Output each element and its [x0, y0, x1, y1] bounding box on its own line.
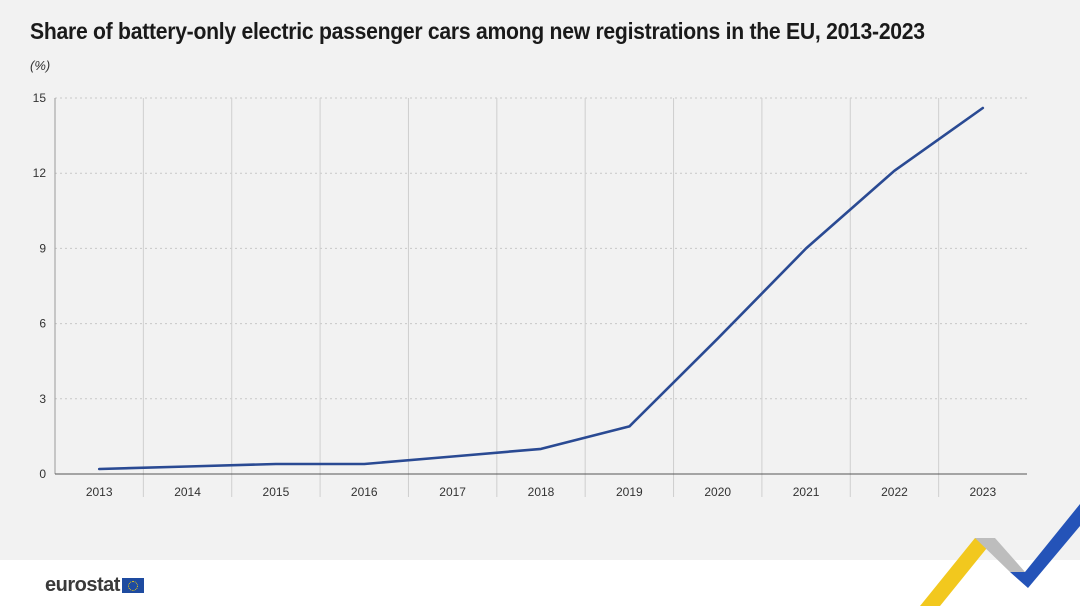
y-axis-unit: (%)	[30, 58, 51, 73]
y-tick-label: 15	[33, 91, 47, 105]
axis-layer: 0 3 6 9 12 15 2013 2014 2015 2016 2017 2018 2019 2020…	[33, 91, 1027, 499]
x-tick-label: 2020	[704, 485, 731, 499]
corner-decoration-icon	[920, 504, 1080, 606]
y-tick-label: 3	[39, 392, 46, 406]
y-tick-label: 9	[39, 241, 46, 255]
eu-flag-icon	[121, 578, 144, 593]
x-tick-label: 2018	[528, 485, 555, 499]
x-tick-label: 2023	[969, 485, 996, 499]
y-tick-label: 0	[39, 467, 46, 481]
x-tick-label: 2022	[881, 485, 908, 499]
logo-text: eurostat	[45, 574, 120, 596]
yellow-stripe	[920, 538, 995, 606]
footer: eurostat	[0, 560, 1080, 606]
x-tick-label: 2015	[263, 485, 290, 499]
grid-layer	[55, 97, 1027, 497]
x-tick-label: 2019	[616, 485, 643, 499]
y-tick-label: 6	[39, 317, 46, 331]
x-tick-label: 2017	[439, 485, 466, 499]
series-line	[97, 106, 985, 471]
eurostat-logo: eurostat	[45, 574, 144, 597]
series-layer	[97, 106, 985, 471]
line-chart: 0 3 6 9 12 15 2013 2014 2015 2016 2017 2018 2019 2020…	[33, 91, 1027, 499]
blue-stripe	[1010, 504, 1080, 588]
grey-stripe	[975, 538, 1025, 572]
x-tick-label: 2013	[86, 485, 113, 499]
chart-title: Share of battery-only electric passenger…	[30, 18, 925, 44]
y-tick-label: 12	[33, 166, 47, 180]
x-tick-label: 2021	[793, 485, 820, 499]
x-tick-label: 2016	[351, 485, 378, 499]
x-tick-label: 2014	[174, 485, 201, 499]
